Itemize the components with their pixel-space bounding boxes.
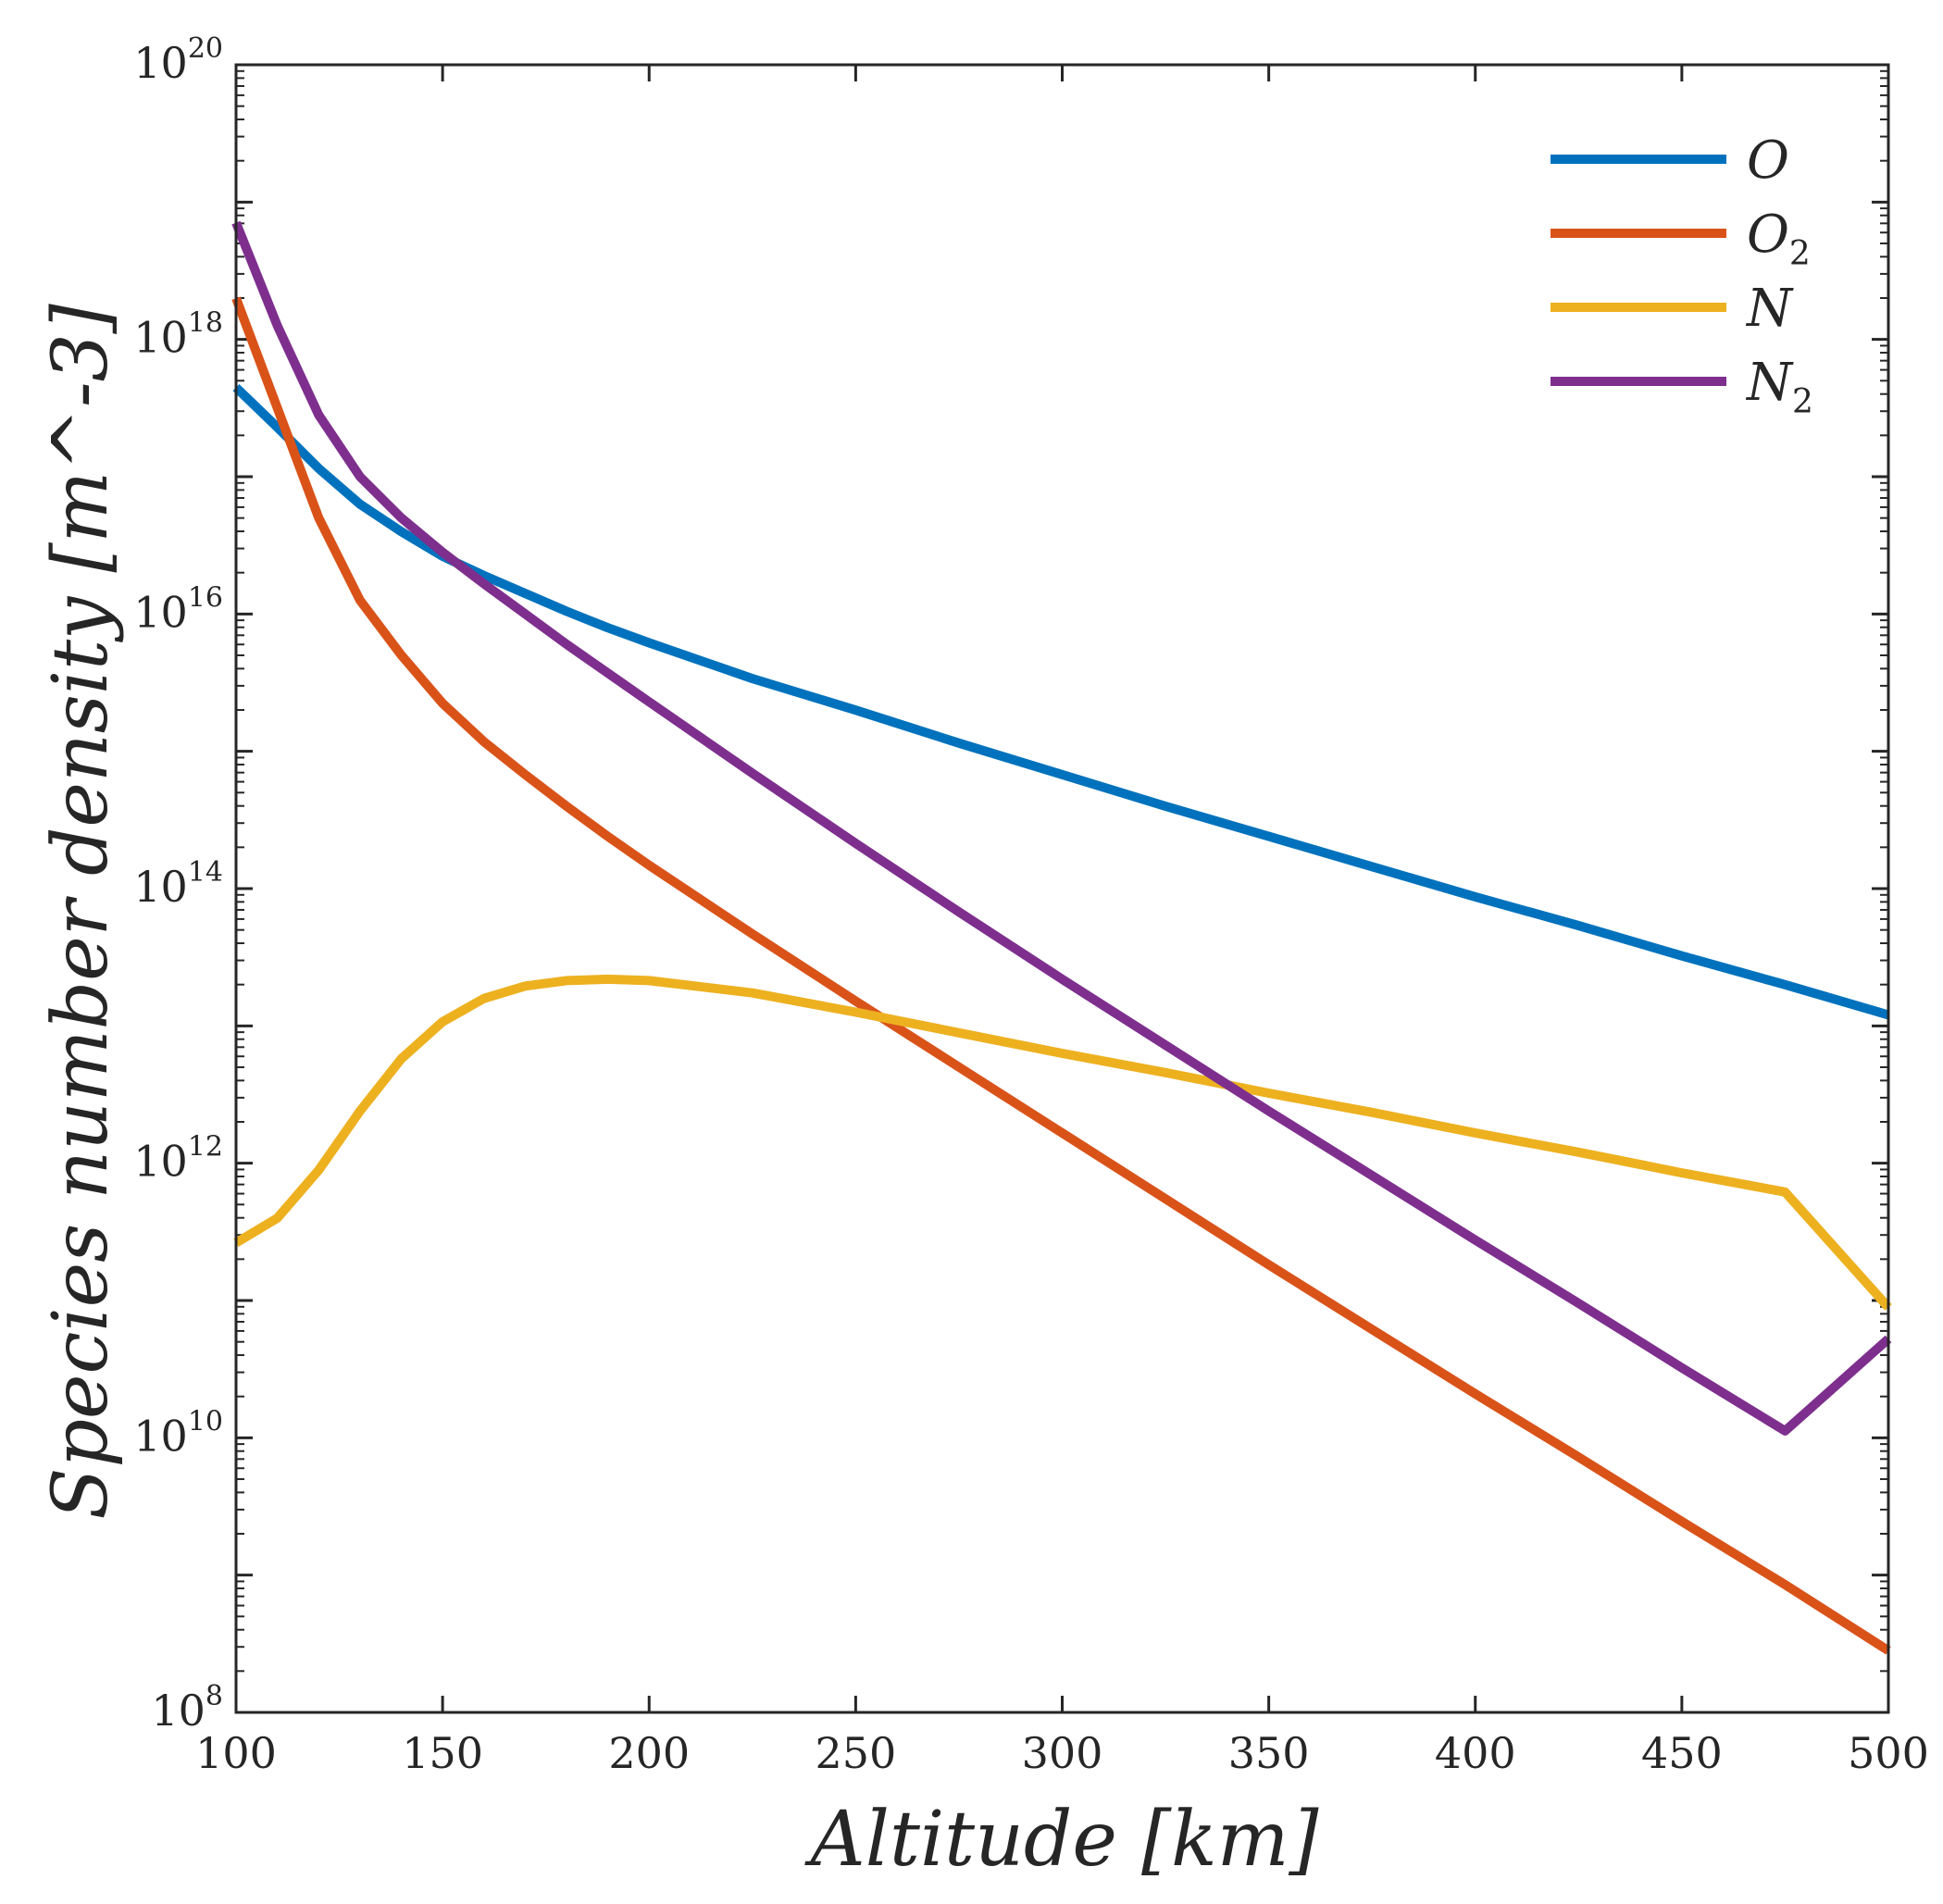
x-tick-label: 350 xyxy=(1228,1728,1310,1778)
y-tick-label: 1018 xyxy=(133,307,223,363)
y-tick-label-base: 10 xyxy=(151,1686,206,1736)
y-tick-label-exponent: 12 xyxy=(188,1131,223,1164)
series-line-n xyxy=(233,974,1892,1311)
x-tick-label: 500 xyxy=(1848,1728,1929,1778)
series-lines xyxy=(231,220,1892,1655)
y-tick-label-base: 10 xyxy=(133,1137,188,1187)
y-tick-label: 1016 xyxy=(133,581,223,637)
x-tick-label: 150 xyxy=(402,1728,483,1778)
y-tick-label-exponent: 16 xyxy=(188,581,223,614)
x-tick-label: 250 xyxy=(815,1728,896,1778)
legend-label-o2: O2 xyxy=(1747,205,1811,273)
y-tick-label-base: 10 xyxy=(133,313,188,363)
y-tick-label-exponent: 8 xyxy=(206,1680,223,1712)
x-tick-label: 100 xyxy=(195,1728,277,1778)
x-tick-label: 400 xyxy=(1435,1728,1516,1778)
x-tick-label: 450 xyxy=(1641,1728,1723,1778)
legend-label-main: O xyxy=(1747,131,1789,191)
x-tick-label: 300 xyxy=(1022,1728,1103,1778)
y-tick-label-base: 10 xyxy=(133,587,188,637)
y-tick-label: 1014 xyxy=(133,856,223,912)
legend-label-main: O xyxy=(1747,205,1789,265)
y-tick-label: 1010 xyxy=(133,1405,223,1461)
y-tick-label-exponent: 10 xyxy=(188,1405,223,1437)
legend-label-n2: N2 xyxy=(1745,353,1813,421)
plot-area-frame xyxy=(234,63,1890,1714)
y-tick-label-exponent: 20 xyxy=(188,32,223,65)
y-tick-label-base: 10 xyxy=(133,862,188,912)
y-axis-title-text: Species number density [m^-3] xyxy=(37,303,125,1519)
major-ticks xyxy=(234,63,1890,1714)
y-tick-label: 1012 xyxy=(133,1131,223,1187)
legend-label-o: O xyxy=(1747,131,1789,191)
series-line-o2 xyxy=(231,296,1891,1655)
legend-label-n: N xyxy=(1745,279,1794,339)
series-line-n2 xyxy=(231,220,1892,1436)
x-axis-title: Altitude [km] xyxy=(804,1796,1320,1884)
x-tick-label: 200 xyxy=(608,1728,690,1778)
legend-label-subscript: 2 xyxy=(1789,235,1811,273)
legend-label-subscript: 2 xyxy=(1792,383,1813,421)
legend-label-main: N xyxy=(1745,279,1794,339)
y-tick-label-exponent: 14 xyxy=(188,856,223,889)
y-tick-label-exponent: 18 xyxy=(188,307,223,340)
y-tick-label: 1020 xyxy=(133,32,223,88)
y-axis-title: Species number density [m^-3] xyxy=(37,303,125,1519)
x-tick-labels: 100 150 200 250 300 350 400 450 500 xyxy=(195,1728,1929,1778)
y-tick-label-base: 10 xyxy=(133,38,188,88)
legend-label-main: N xyxy=(1745,353,1794,413)
y-tick-label: 108 xyxy=(151,1680,223,1736)
y-tick-label-base: 10 xyxy=(133,1411,188,1461)
series-line-o xyxy=(232,384,1890,1020)
